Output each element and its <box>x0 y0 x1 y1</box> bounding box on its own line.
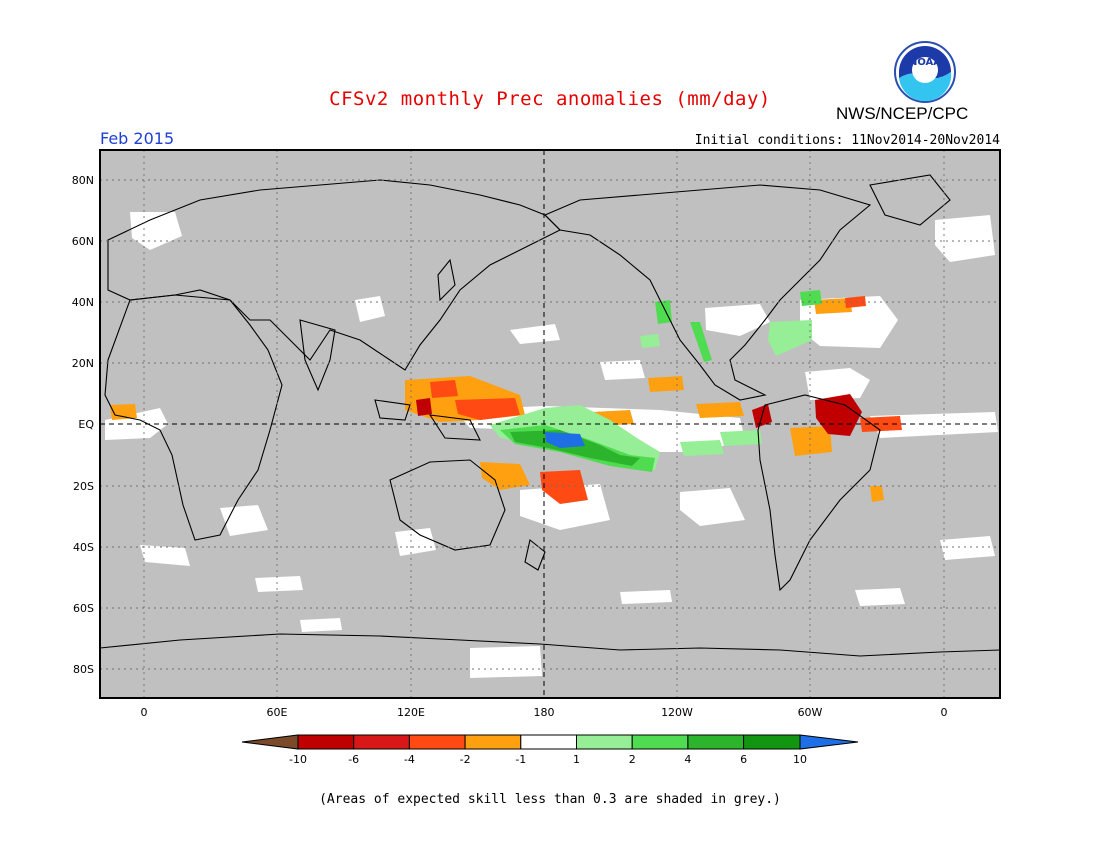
colorbar-label: -4 <box>404 753 415 766</box>
colorbar-bin <box>687 734 745 750</box>
wet-anomaly-strong <box>510 430 640 466</box>
lat-label: 60N <box>72 235 94 248</box>
lon-gridlines <box>143 150 945 698</box>
lat-label: 40S <box>73 541 94 554</box>
noaa-logo: NOAA <box>894 41 956 103</box>
lat-label: 60S <box>73 602 94 615</box>
colorbar-bin <box>576 734 633 750</box>
colorbar-right-arrow <box>799 734 859 750</box>
lat-label: 40N <box>72 296 94 309</box>
lon-label: 60E <box>267 706 288 719</box>
lon-axis: 0 60E 120E 180 120W 60W 0 <box>141 706 948 719</box>
dry-anomaly-strong <box>430 296 902 504</box>
colorbar-bin <box>631 734 689 750</box>
agency-label: NWS/NCEP/CPC <box>836 104 969 123</box>
lat-label: EQ <box>78 418 94 431</box>
colorbar-label: 6 <box>740 753 747 766</box>
colorbar-left-arrow <box>241 734 299 750</box>
colorbar-label: -6 <box>348 753 359 766</box>
lat-label: 80S <box>73 663 94 676</box>
lat-axis: 80N 60N 40N 20N EQ 20S 40S 60S 80S <box>72 174 95 676</box>
colorbar-label: 1 <box>573 753 580 766</box>
colorbar-label: -2 <box>460 753 471 766</box>
lon-label: 120W <box>661 706 693 719</box>
lat-label: 20N <box>72 357 94 370</box>
noaa-logo-text: NOAA <box>909 57 941 68</box>
skill-footnote: (Areas of expected skill less than 0.3 a… <box>319 792 781 807</box>
colorbar-bin <box>743 734 801 750</box>
map-title: CFSv2 monthly Prec anomalies (mm/day) <box>329 88 771 110</box>
lon-label: 60W <box>798 706 823 719</box>
lat-gridlines <box>100 179 1000 670</box>
coastlines <box>100 174 1000 657</box>
colorbar-label: 10 <box>793 753 807 766</box>
colorbar <box>241 734 859 750</box>
colorbar-bin <box>520 734 577 750</box>
initial-conditions: Initial conditions: 11Nov2014-20Nov2014 <box>694 133 1000 148</box>
lon-label: 0 <box>141 706 148 719</box>
colorbar-bin <box>464 734 522 750</box>
forecast-month: Feb 2015 <box>100 129 175 148</box>
lat-label: 80N <box>72 174 94 187</box>
colorbar-bin <box>297 734 355 750</box>
colorbar-bin <box>408 734 466 750</box>
lon-label: 120E <box>397 706 425 719</box>
colorbar-label: 2 <box>629 753 636 766</box>
map-frame <box>99 149 1001 699</box>
colorbar-label: -10 <box>289 753 307 766</box>
lon-label: 180 <box>534 706 555 719</box>
wet-anomaly-extreme <box>545 432 585 448</box>
colorbar-bin <box>353 734 410 750</box>
lon-label: 0 <box>941 706 948 719</box>
colorbar-labels: -10 -6 -4 -2 -1 1 2 4 6 10 <box>289 753 807 766</box>
lat-label: 20S <box>73 480 94 493</box>
colorbar-label: -1 <box>515 753 526 766</box>
colorbar-label: 4 <box>684 753 691 766</box>
